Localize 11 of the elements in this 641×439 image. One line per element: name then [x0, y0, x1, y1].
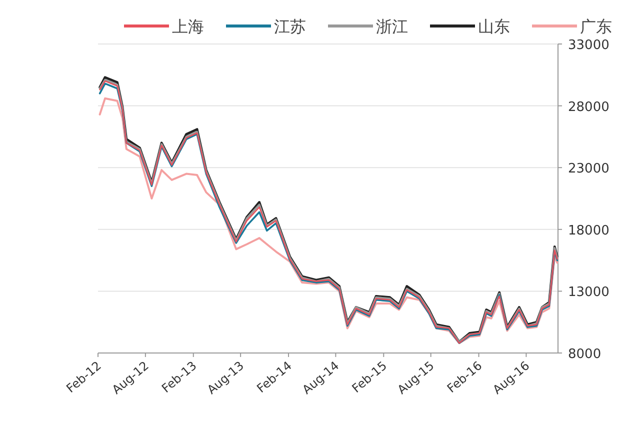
legend-label: 广东 — [580, 17, 612, 36]
y-tick-label: 8000 — [568, 347, 602, 362]
y-tick-label: 23000 — [568, 162, 610, 177]
y-tick-label: 33000 — [568, 38, 610, 53]
legend-label: 江苏 — [274, 17, 306, 36]
legend-label: 浙江 — [376, 17, 408, 36]
legend-label: 上海 — [172, 17, 204, 36]
legend-label: 山东 — [478, 17, 510, 36]
y-tick-label: 18000 — [568, 223, 610, 238]
y-tick-label: 13000 — [568, 285, 610, 300]
y-tick-label: 28000 — [568, 100, 610, 115]
